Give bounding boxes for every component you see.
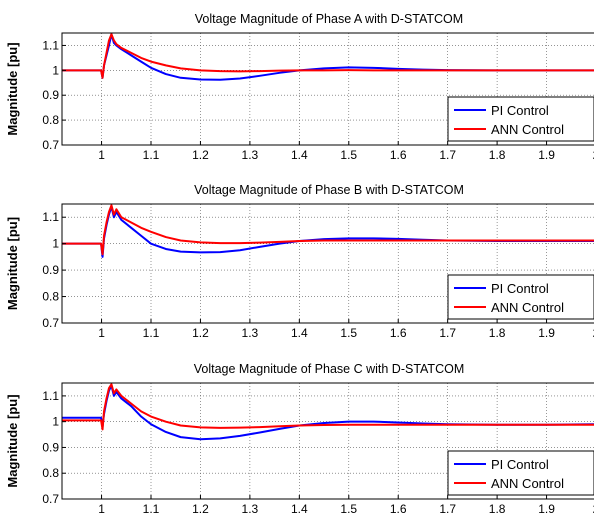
chart-panel-3: Voltage Magnitude of Phase C with D-STAT… [5, 362, 594, 516]
x-tick-label: 1 [98, 148, 105, 162]
legend: PI Control ANN Control [447, 96, 594, 142]
y-tick-label: 0.8 [42, 113, 59, 127]
x-tick-label: 1.4 [291, 502, 308, 516]
legend: PI Control ANN Control [447, 274, 594, 320]
chart-title: Voltage Magnitude of Phase C with D-STAT… [194, 362, 464, 376]
x-tick-label: 1.3 [242, 502, 259, 516]
x-tick-label: 2 [593, 502, 594, 516]
legend-box [447, 450, 594, 496]
x-tick-label: 1.5 [340, 502, 357, 516]
legend-box [447, 274, 594, 320]
x-tick-label: 1.1 [143, 502, 160, 516]
x-tick-label: 1.8 [489, 148, 506, 162]
y-tick-label: 0.7 [42, 492, 59, 506]
x-tick-label: 2 [593, 326, 594, 340]
x-tick-label: 2 [593, 148, 594, 162]
x-tick-label: 1.8 [489, 326, 506, 340]
y-axis-label: Magnitude [pu] [5, 42, 20, 135]
x-tick-label: 1.2 [192, 502, 209, 516]
y-axis-label: Magnitude [pu] [5, 217, 20, 310]
chart-title: Voltage Magnitude of Phase B with D-STAT… [194, 183, 464, 197]
y-tick-label: 1 [52, 237, 59, 251]
x-tick-label: 1.6 [390, 148, 407, 162]
x-tick-label: 1.9 [538, 502, 555, 516]
x-tick-label: 1.2 [192, 148, 209, 162]
x-tick-label: 1.3 [242, 326, 259, 340]
x-tick-label: 1.9 [538, 326, 555, 340]
legend: PI Control ANN Control [447, 450, 594, 496]
x-tick-label: 1.8 [489, 502, 506, 516]
y-tick-label: 0.7 [42, 138, 59, 152]
axes-frame [61, 32, 594, 146]
y-tick-label: 1 [52, 63, 59, 77]
y-tick-label: 0.9 [42, 440, 59, 454]
x-tick-label: 1 [98, 502, 105, 516]
legend-label-pi-control: PI Control [491, 457, 549, 472]
x-tick-label: 1.7 [439, 148, 456, 162]
legend-label-ann-control: ANN Control [491, 300, 564, 315]
y-tick-label: 1.1 [42, 210, 59, 224]
y-tick-label: 0.9 [42, 263, 59, 277]
x-tick-label: 1.7 [439, 326, 456, 340]
y-tick-label: 1 [52, 415, 59, 429]
x-tick-label: 1.5 [340, 326, 357, 340]
y-tick-label: 0.7 [42, 316, 59, 330]
chart-panel-1: Voltage Magnitude of Phase A with D-STAT… [5, 12, 594, 162]
x-tick-label: 1.6 [390, 502, 407, 516]
x-tick-label: 1.5 [340, 148, 357, 162]
x-tick-label: 1.6 [390, 326, 407, 340]
series-line-ann-control [62, 33, 594, 79]
chart-title: Voltage Magnitude of Phase A with D-STAT… [195, 12, 463, 26]
legend-label-ann-control: ANN Control [491, 476, 564, 491]
y-axis-label: Magnitude [pu] [5, 394, 20, 487]
legend-label-ann-control: ANN Control [491, 122, 564, 137]
legend-box [447, 96, 594, 142]
legend-label-pi-control: PI Control [491, 281, 549, 296]
x-tick-label: 1.4 [291, 148, 308, 162]
x-tick-label: 1.1 [143, 326, 160, 340]
x-tick-label: 1.1 [143, 148, 160, 162]
y-tick-label: 0.8 [42, 466, 59, 480]
x-tick-label: 1.3 [242, 148, 259, 162]
x-tick-label: 1.9 [538, 148, 555, 162]
y-tick-label: 1.1 [42, 389, 59, 403]
legend-label-pi-control: PI Control [491, 103, 549, 118]
axes-frame [61, 203, 594, 324]
series-line-ann-control [62, 204, 594, 256]
x-tick-label: 1 [98, 326, 105, 340]
x-tick-label: 1.7 [439, 502, 456, 516]
chart-panel-2: Voltage Magnitude of Phase B with D-STAT… [5, 183, 594, 340]
series-line-ann-control [62, 383, 594, 431]
x-tick-label: 1.2 [192, 326, 209, 340]
axes-frame [61, 382, 594, 500]
y-tick-label: 1.1 [42, 38, 59, 52]
y-tick-label: 0.8 [42, 290, 59, 304]
x-tick-label: 1.4 [291, 326, 308, 340]
y-tick-label: 0.9 [42, 88, 59, 102]
